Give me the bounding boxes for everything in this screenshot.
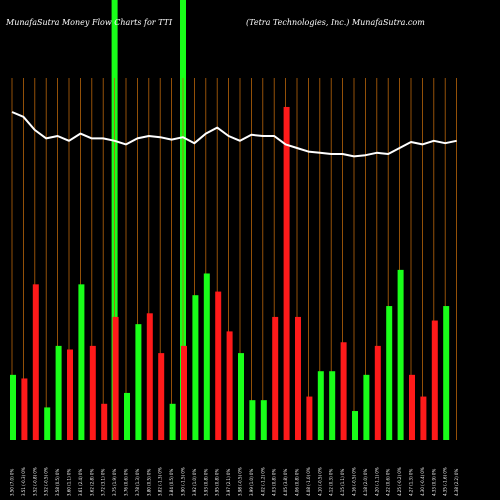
bar [317, 371, 324, 440]
x-tick-label: 3.60 (1.1) 0% [67, 469, 72, 496]
bar [169, 403, 176, 440]
bar [249, 400, 256, 440]
bar [374, 345, 381, 440]
x-tick-label: 4.12 (0.3) 0% [329, 469, 334, 496]
bar [21, 378, 28, 440]
x-tick-labels: 3.50 (7.0) 0% 3.51 (-0.3) 0% 3.52 (-0.8) 0… [10, 467, 460, 496]
x-tick-label: 4.02 (-1.2) 0% [260, 467, 265, 496]
x-tick-label: 3.52 (-0.5) 0% [44, 467, 49, 496]
bar [158, 353, 165, 440]
x-tick-label: 3.51 (-0.3) 0% [21, 467, 26, 496]
x-tick-label: 3.98 (-0.5) 0% [238, 467, 243, 496]
x-tick-label: 4.03 (0.8) 0% [272, 469, 277, 496]
x-tick-label: 3.50 (7.0) 0% [10, 469, 15, 496]
bar-series [10, 106, 450, 441]
bar [10, 374, 16, 440]
x-tick-label: 3.61 (2.4) 0% [78, 469, 83, 496]
x-tick-label: 3.76 (0.6) 0% [124, 469, 129, 496]
bar [146, 313, 153, 440]
bar [101, 403, 108, 440]
bar [272, 316, 279, 440]
x-tick-label: 3.90 (-1.5) 0% [181, 467, 186, 496]
bar [329, 371, 336, 440]
x-tick-label: 4.20 (-1.1) 0% [374, 467, 379, 496]
line-series [11, 111, 457, 158]
x-tick-label: 3.97 (2.1) 0% [226, 469, 231, 496]
bar [352, 411, 358, 440]
bar [409, 374, 415, 440]
bar [32, 284, 39, 440]
x-tick-label: 3.82 (-1.3) 0% [158, 467, 163, 496]
bar [283, 106, 290, 441]
bar [135, 324, 142, 440]
bar [238, 353, 244, 440]
x-tick-label: 3.84 (0.5) 0% [169, 469, 174, 496]
bar [260, 400, 267, 440]
bar [89, 345, 96, 440]
bar [306, 396, 313, 440]
bar [295, 316, 301, 440]
x-tick-label: 4.35 (-1.6) 0% [443, 467, 448, 496]
bar [443, 306, 450, 440]
x-tick-label: 3.92 (1.0) 0% [192, 469, 197, 496]
bar [124, 392, 130, 440]
money-flow-line [11, 111, 457, 158]
bar [215, 291, 222, 440]
x-tick-label: 3.62 (2.8) 0% [89, 469, 94, 496]
x-tick-label: 4.30 (-0.4) 0% [420, 467, 425, 496]
x-tick-label: 4.33 (0.9) 0% [431, 469, 436, 496]
x-tick-label: 3.72 (3.1) 0% [101, 469, 106, 496]
bar [397, 269, 404, 440]
chart-subtitle: (Tetra Technologies, Inc.) MunafaSutra.c… [246, 18, 425, 27]
x-tick-label: 4.08 (-1.0) 0% [306, 467, 311, 496]
bar [44, 407, 51, 440]
x-tick-label: 4.27 (1.3) 0% [409, 469, 414, 496]
bar [78, 284, 85, 440]
bar [386, 306, 393, 440]
bar [363, 374, 370, 440]
bar [340, 342, 347, 440]
bar [431, 320, 438, 440]
x-tick-label: 4.15 (1.1) 0% [340, 469, 345, 496]
x-tick-label: 4.16 (-0.5) 0% [352, 467, 357, 496]
bar [203, 273, 210, 440]
x-tick-label: 4.06 (0.8) 0% [295, 469, 300, 496]
x-tick-label: 4.18 (2.0) 0% [363, 469, 368, 496]
bar [112, 316, 119, 440]
x-tick-label: 4.22 (0.6) 0% [386, 469, 391, 496]
x-tick-label: 3.95 (0.8) 0% [215, 469, 220, 496]
x-tick-label: 4.25 (-0.2) 0% [397, 467, 402, 496]
x-tick-label: 3.52 (-0.8) 0% [32, 467, 37, 496]
bar [55, 345, 62, 440]
x-tick-label: 3.58 (0.5) 0% [55, 469, 60, 496]
bar [226, 331, 233, 440]
bar [192, 295, 199, 440]
bar [420, 396, 427, 440]
chart-title: MunafaSutra Money Flow Charts for TTI [5, 18, 173, 27]
x-tick-label: 3.80 (0.5) 0% [146, 469, 151, 496]
x-tick-label: 3.93 (0.8) 0% [203, 469, 208, 496]
bar [181, 345, 187, 440]
bar [67, 349, 73, 440]
x-tick-label: 4.05 (3.8) 0% [283, 469, 288, 496]
x-tick-label: 3.75 (1.9) 0% [112, 469, 117, 496]
x-tick-label: 3.78 (1.3) 0% [135, 469, 140, 496]
x-tick-label: 4.38 (2.2) 0% [454, 469, 459, 496]
x-tick-label: 4.10 (-0.5) 0% [317, 467, 322, 496]
x-tick-label: 3.99 (1.0) 0% [249, 469, 254, 496]
